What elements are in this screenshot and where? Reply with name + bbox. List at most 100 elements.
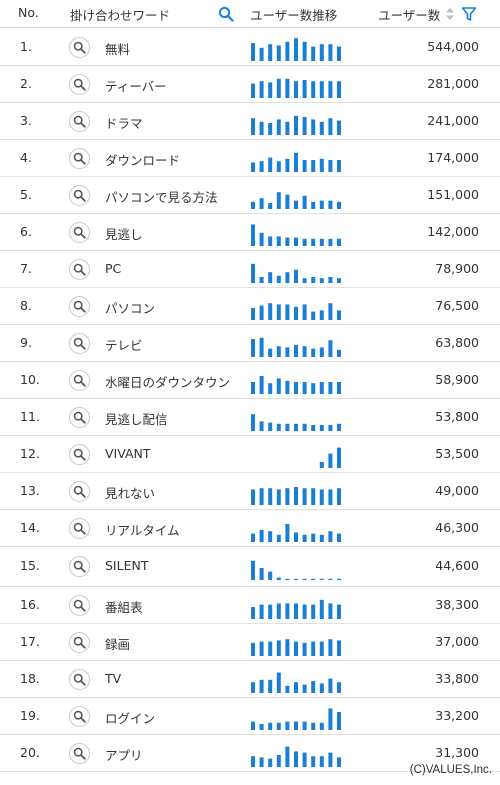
user-count: 33,200 (435, 708, 479, 723)
keyword-label[interactable]: リアルタイム (105, 523, 180, 538)
keyword-label[interactable]: PC (105, 261, 122, 276)
table-header: No. 掛け合わせワード ユーザー数推移 ユーザー数 (0, 0, 500, 28)
search-keyword-icon[interactable] (69, 743, 90, 764)
keyword-label[interactable]: ダウンロード (105, 153, 181, 168)
search-keyword-icon[interactable] (69, 407, 90, 428)
copyright: (C)VALUES,Inc. (409, 764, 492, 776)
user-count: 37,000 (435, 634, 479, 649)
table-row: 11. 見逃し配信 53,800 (0, 399, 500, 436)
trend-bar (311, 348, 316, 357)
keyword-label[interactable]: TV (105, 671, 122, 686)
keyword-label[interactable]: 見逃し配信 (105, 412, 168, 427)
keyword-search-icon[interactable] (218, 6, 234, 22)
search-keyword-icon[interactable] (69, 518, 90, 539)
search-keyword-icon[interactable] (69, 632, 90, 653)
search-keyword-icon[interactable] (69, 111, 90, 132)
user-count: 53,500 (435, 446, 479, 461)
search-keyword-icon[interactable] (69, 222, 90, 243)
trend-bar (294, 682, 298, 693)
trend-bar (302, 721, 307, 730)
trend-bar (259, 198, 264, 209)
trend-bar (302, 423, 307, 431)
trend-bar (276, 119, 281, 135)
trend-bar (319, 44, 324, 61)
trend-bar (268, 44, 273, 61)
trend-bar (251, 308, 255, 320)
keyword-label[interactable]: 録画 (105, 637, 131, 652)
user-trend-sparkline (251, 78, 341, 98)
trend-bar (328, 44, 333, 61)
trend-bar (337, 533, 341, 542)
search-keyword-icon[interactable] (69, 74, 90, 95)
trend-bar (302, 684, 307, 693)
keyword-label[interactable]: 無料 (105, 42, 131, 57)
user-count: 142,000 (427, 224, 479, 239)
search-keyword-icon[interactable] (69, 669, 90, 690)
trend-bar (285, 78, 290, 98)
filter-icon[interactable] (461, 6, 477, 22)
trend-bar (337, 349, 341, 357)
header-users: ユーザー数 (378, 8, 441, 23)
trend-bar (285, 578, 290, 580)
trend-bar (285, 603, 290, 619)
trend-bar (311, 311, 316, 320)
trend-bar (268, 604, 273, 619)
keyword-label[interactable]: 番組表 (105, 600, 143, 615)
keyword-label[interactable]: 見れない (105, 486, 156, 501)
user-count: 38,300 (435, 597, 479, 612)
keyword-label[interactable]: 見逃し (105, 227, 143, 242)
keyword-label[interactable]: パソコンで見る方法 (105, 190, 218, 205)
trend-bar (268, 422, 273, 431)
search-keyword-icon[interactable] (69, 706, 90, 727)
trend-bar (337, 160, 341, 172)
trend-bar (311, 277, 316, 283)
table-row: 3. ドラマ 241,000 (0, 103, 500, 140)
rank-number: 6. (20, 224, 32, 239)
trend-bar (285, 158, 290, 172)
search-keyword-icon[interactable] (69, 259, 90, 280)
search-keyword-icon[interactable] (69, 595, 90, 616)
rank-number: 17. (20, 634, 40, 649)
search-keyword-icon[interactable] (69, 370, 90, 391)
trend-bar (319, 238, 324, 246)
rank-number: 19. (20, 708, 40, 723)
search-keyword-icon[interactable] (69, 333, 90, 354)
trend-bar (268, 157, 273, 172)
trend-bar (328, 708, 333, 730)
trend-bar (268, 679, 273, 693)
trend-bar (285, 524, 290, 542)
keyword-label[interactable]: テレビ (105, 338, 143, 353)
keyword-label[interactable]: アプリ (105, 748, 143, 763)
search-keyword-icon[interactable] (69, 556, 90, 577)
trend-bar (311, 425, 316, 431)
search-keyword-icon[interactable] (69, 481, 90, 502)
user-count: 58,900 (435, 372, 479, 387)
trend-bar (328, 425, 333, 431)
keyword-label[interactable]: ドラマ (105, 116, 143, 131)
trend-bar (302, 578, 307, 580)
user-trend-sparkline (251, 524, 341, 542)
keyword-label[interactable]: SILENT (105, 558, 149, 573)
trend-bar (285, 380, 290, 394)
search-keyword-icon[interactable] (69, 296, 90, 317)
trend-bar (294, 306, 298, 320)
trend-bar (259, 121, 264, 135)
trend-bar (259, 724, 264, 730)
search-keyword-icon[interactable] (69, 37, 90, 58)
trend-bar (259, 81, 264, 98)
keyword-label[interactable]: ログイン (105, 711, 156, 726)
sort-icon[interactable] (445, 7, 455, 21)
trend-bar (319, 489, 324, 505)
trend-bar (337, 46, 341, 61)
trend-bar (251, 560, 255, 580)
search-keyword-icon[interactable] (69, 148, 90, 169)
keyword-label[interactable]: VIVANT (105, 446, 151, 461)
keyword-label[interactable]: パソコン (105, 301, 156, 316)
search-keyword-icon[interactable] (69, 444, 90, 465)
keyword-label[interactable]: ティーバー (105, 79, 167, 94)
search-keyword-icon[interactable] (69, 185, 90, 206)
rank-number: 1. (20, 39, 32, 54)
rank-number: 13. (20, 483, 40, 498)
keyword-label[interactable]: 水曜日のダウンタウン (105, 375, 231, 390)
trend-bar (319, 578, 324, 580)
